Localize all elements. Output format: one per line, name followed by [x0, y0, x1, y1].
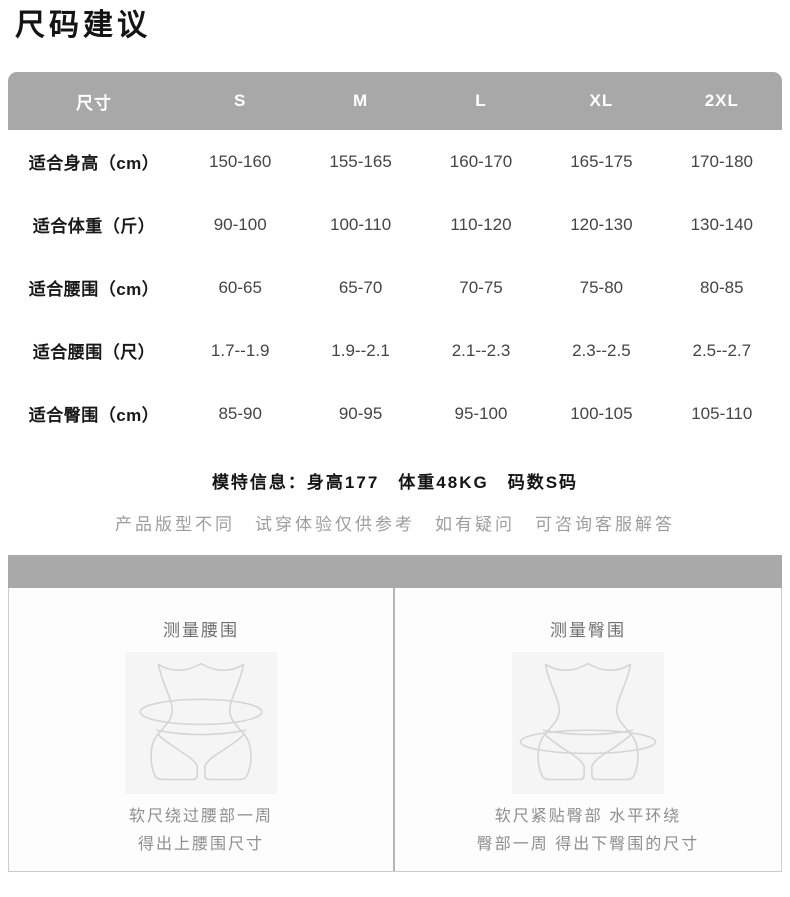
table-cell: 165-175	[570, 151, 633, 171]
column-header-l: L	[475, 91, 487, 110]
page-title: 尺码建议	[15, 9, 151, 42]
waist-measure-panel: 测量腰围 软尺绕过腰部一周 得出上腰围尺寸	[9, 588, 395, 871]
column-header-size: 尺寸	[76, 93, 112, 113]
waist-panel-title: 测量腰围	[163, 621, 239, 640]
table-row-weight: 适合体重（斤） 90-100 100-110 110-120 120-130 1…	[8, 193, 782, 256]
table-cell: 2.1--2.3	[451, 340, 511, 360]
column-header-s: S	[234, 91, 247, 110]
table-cell: 90-95	[338, 403, 383, 423]
table-cell: 80-85	[700, 277, 744, 297]
table-cell: 110-120	[450, 214, 512, 234]
size-guide-page: 尺码建议 尺寸 S M L XL 2XL 适合身高（cm） 150-160 15…	[0, 6, 790, 872]
table-cell: 60-65	[218, 277, 262, 297]
hip-caption-line2: 臀部一周 得出下臀围的尺寸	[476, 836, 700, 853]
waist-caption-line2: 得出上腰围尺寸	[137, 836, 264, 853]
table-cell: 75-80	[579, 277, 624, 297]
table-cell: 90-100	[213, 214, 267, 234]
hip-panel-title: 测量臀围	[550, 621, 626, 640]
table-cell: 85-90	[218, 403, 262, 423]
table-cell: 2.3--2.5	[572, 340, 631, 360]
table-cell: 155-165	[329, 151, 392, 171]
table-cell: 65-70	[338, 277, 383, 297]
waist-figure-box	[125, 652, 277, 794]
row-label: 适合体重（斤）	[32, 217, 156, 236]
row-label: 适合腰围（cm）	[28, 280, 160, 299]
table-row-hip-cm: 适合臀围（cm） 85-90 90-95 95-100 100-105 105-…	[8, 382, 782, 445]
hip-measure-panel: 测量臀围 软尺紧贴臀部 水平环绕 臀部一周 得出下臀围的尺寸	[395, 588, 781, 871]
table-cell: 170-180	[690, 151, 753, 171]
table-cell: 100-110	[330, 214, 392, 234]
column-header-2xl: 2XL	[704, 91, 739, 110]
column-header-m: M	[353, 91, 369, 110]
column-header-xl: XL	[589, 91, 614, 110]
table-cell: 150-160	[209, 151, 272, 171]
row-label: 适合身高（cm）	[28, 154, 160, 173]
size-table: 尺寸 S M L XL 2XL 适合身高（cm） 150-160 155-165…	[8, 72, 782, 445]
table-cell: 2.5--2.7	[692, 340, 752, 360]
row-label: 适合腰围（尺）	[32, 343, 156, 362]
model-info-text: 模特信息：身高177 体重48KG 码数S码	[211, 473, 579, 492]
table-row-height: 适合身高（cm） 150-160 155-165 160-170 165-175…	[8, 130, 782, 193]
table-cell: 70-75	[459, 277, 503, 297]
table-cell: 120-130	[570, 214, 633, 234]
hip-figure-box	[512, 652, 664, 794]
table-cell: 160-170	[449, 151, 513, 171]
table-cell: 1.7--1.9	[210, 340, 270, 360]
hip-caption-line1: 软尺紧贴臀部 水平环绕	[494, 808, 682, 825]
table-cell: 100-105	[570, 403, 633, 423]
measurement-panels: 测量腰围 软尺绕过腰部一周 得出上腰围尺寸 测量臀围	[8, 588, 782, 872]
hip-measure-figure-icon	[519, 662, 657, 781]
section-divider-band	[8, 555, 782, 588]
size-table-header-row: 尺寸 S M L XL 2XL	[8, 72, 782, 130]
disclaimer-text: 产品版型不同 试穿体验仅供参考 如有疑问 可咨询客服解答	[115, 515, 675, 534]
table-row-waist-cm: 适合腰围（cm） 60-65 65-70 70-75 75-80 80-85	[8, 256, 782, 319]
table-row-waist-chi: 适合腰围（尺） 1.7--1.9 1.9--2.1 2.1--2.3 2.3--…	[8, 319, 782, 382]
table-cell: 130-140	[690, 214, 753, 234]
waist-measure-figure-icon	[139, 662, 263, 781]
table-cell: 95-100	[454, 403, 508, 423]
row-label: 适合臀围（cm）	[28, 406, 160, 425]
waist-caption-line1: 软尺绕过腰部一周	[128, 808, 273, 825]
table-cell: 105-110	[691, 403, 753, 423]
table-cell: 1.9--2.1	[331, 340, 390, 360]
